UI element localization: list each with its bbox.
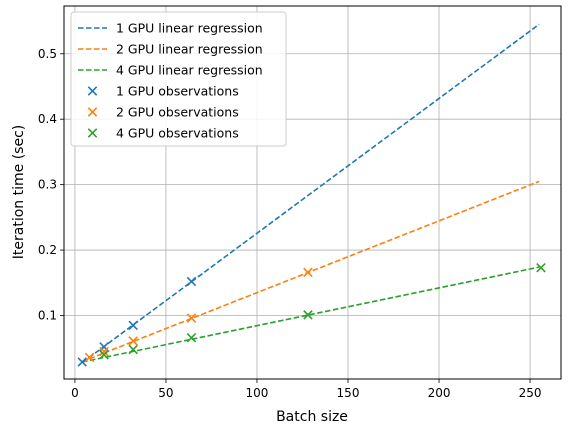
observation-point <box>186 333 197 343</box>
legend-marker-swatch <box>87 107 98 117</box>
legend-label: 1 GPU observations <box>116 84 239 99</box>
legend-label: 1 GPU linear regression <box>116 21 263 36</box>
observation-point <box>77 357 87 367</box>
legend-label: 4 GPU observations <box>116 126 239 141</box>
legend-label: 2 GPU linear regression <box>116 42 263 57</box>
observation-point <box>128 344 138 355</box>
x-tick-label: 0 <box>71 386 79 400</box>
x-tick-label: 100 <box>246 386 269 400</box>
legend-entry: 2 GPU observations <box>87 105 239 120</box>
legend-label: 4 GPU linear regression <box>116 63 263 78</box>
observation-point <box>303 310 313 320</box>
observation-point <box>99 346 109 357</box>
regression-lines <box>81 23 540 364</box>
y-tick-label: 0.5 <box>38 47 57 61</box>
observation-markers <box>77 262 546 367</box>
y-tick-label: 0.3 <box>38 178 57 192</box>
observation-point <box>186 313 197 323</box>
y-tick-label: 0.2 <box>38 243 57 257</box>
x-tick-label: 200 <box>428 386 451 400</box>
legend-marker-swatch <box>87 86 98 96</box>
y-axis-label: Iteration time (sec) <box>11 125 27 259</box>
observation-point <box>536 262 546 273</box>
legend-entry: 2 GPU linear regression <box>78 42 263 57</box>
legend-entry: 4 GPU linear regression <box>78 63 263 78</box>
y-tick-label: 0.4 <box>38 112 57 126</box>
legend-label: 2 GPU observations <box>116 105 239 120</box>
y-axis-ticks: 0.1 0.2 0.3 0.4 0.5 <box>38 47 64 323</box>
observation-point <box>186 276 197 287</box>
observation-point <box>128 336 138 346</box>
regression-line <box>82 266 540 363</box>
observation-point <box>84 352 95 363</box>
legend-marker-swatch <box>87 128 98 138</box>
x-tick-label: 150 <box>337 386 360 400</box>
observation-point <box>303 267 313 278</box>
legend-entry: 4 GPU observations <box>87 126 239 141</box>
legend-entry: 1 GPU linear regression <box>78 21 263 36</box>
regression-line <box>81 23 540 364</box>
y-tick-label: 0.1 <box>38 309 57 323</box>
legend-box <box>70 11 287 147</box>
observation-point <box>99 350 109 360</box>
regression-line <box>89 180 540 360</box>
axes-frame <box>63 5 562 380</box>
x-tick-label: 50 <box>158 386 173 400</box>
observation-point <box>128 320 138 331</box>
legend-entry: 1 GPU observations <box>87 84 239 99</box>
legend: 1 GPU linear regression 2 GPU linear regr… <box>70 11 287 147</box>
x-tick-label: 250 <box>519 386 542 400</box>
x-axis-label: Batch size <box>276 409 348 425</box>
x-axis-ticks: 0 50 100 150 200 250 <box>71 379 542 400</box>
